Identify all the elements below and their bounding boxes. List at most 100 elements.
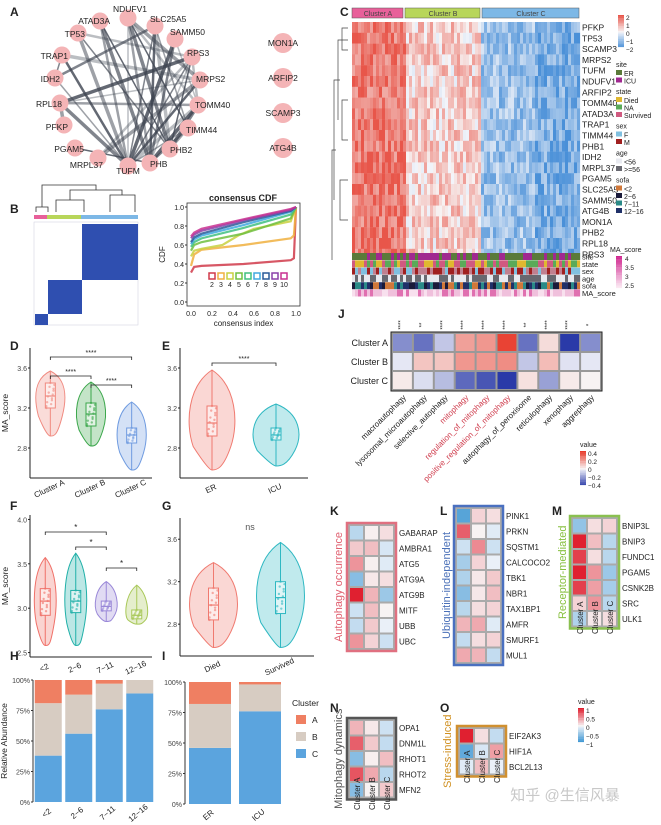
heatmap-cell — [472, 617, 485, 631]
heatmap-cell — [427, 162, 431, 174]
heatmap-cell — [484, 108, 488, 120]
heatmap-cell — [358, 119, 362, 131]
x-tick-label: 2−6 — [69, 805, 86, 821]
significance-bracket — [90, 384, 133, 388]
heatmap-cell — [385, 140, 389, 152]
data-point — [49, 402, 53, 406]
heatmap-cell — [511, 216, 515, 228]
heatmap-cell — [559, 194, 563, 206]
annotation-cell — [535, 253, 539, 260]
heatmap-cell — [478, 173, 482, 185]
heatmap-cell — [499, 32, 503, 44]
heatmap-cell — [385, 97, 389, 109]
heatmap-cell — [511, 54, 515, 66]
heatmap-cell — [355, 86, 359, 98]
annotation-cell — [397, 267, 401, 275]
heatmap-cell — [469, 205, 473, 217]
cdf-line-6 — [190, 206, 297, 248]
heatmap-cell — [550, 173, 554, 185]
heatmap-cell — [445, 43, 449, 55]
heatmap-cell — [472, 43, 476, 55]
annotation-cell — [442, 282, 446, 290]
heatmap-cell — [484, 32, 488, 44]
row-label: PGAM5 — [582, 174, 612, 184]
heatmap-cell — [394, 194, 398, 206]
annotation-cell — [442, 267, 446, 275]
annotation-cell — [472, 267, 476, 275]
heatmap-cell — [517, 76, 521, 87]
heatmap-cell — [388, 151, 392, 163]
heatmap-cell — [565, 173, 569, 185]
heatmap-cell — [553, 238, 557, 249]
heatmap-cell — [529, 54, 533, 66]
data-point — [87, 414, 90, 417]
data-point — [273, 431, 276, 434]
cluster-bar-c — [81, 215, 138, 219]
heatmap-cell — [577, 184, 581, 195]
heatmap-cell — [391, 43, 395, 55]
heatmap-cell — [427, 140, 431, 152]
heatmap-cell — [514, 173, 518, 185]
heatmap-cell — [535, 108, 539, 120]
heatmap-cell — [532, 184, 536, 195]
heatmap-cell — [460, 194, 464, 206]
heatmap-cell — [397, 151, 401, 163]
heatmap-cell — [397, 173, 401, 185]
heatmap-cell — [574, 54, 578, 66]
heatmap-cell — [541, 194, 545, 206]
annotation-cell — [466, 274, 470, 282]
heatmap-cell — [588, 581, 601, 595]
heatmap-cell — [478, 119, 482, 131]
heatmap-cell — [391, 32, 395, 44]
heatmap-cell — [433, 227, 437, 239]
heatmap-cell — [499, 194, 503, 206]
legend-bar — [578, 736, 584, 739]
data-point — [133, 613, 136, 616]
heatmap-cell — [574, 76, 578, 87]
annotation-cell — [514, 289, 518, 297]
heatmap-cell — [382, 216, 386, 228]
heatmap-cell — [370, 162, 374, 174]
annotation-cell — [487, 274, 491, 282]
network-node — [66, 139, 84, 157]
annotation-cell — [520, 260, 524, 268]
legend-bar — [578, 714, 584, 717]
heatmap-cell — [412, 227, 416, 239]
heatmap-cell — [385, 119, 389, 131]
annotation-cell — [478, 274, 482, 282]
heatmap-cell — [388, 184, 392, 195]
heatmap-cell — [418, 22, 422, 33]
heatmap-cell — [463, 205, 467, 217]
legend-bar — [580, 483, 586, 486]
heatmap-cell — [448, 173, 452, 185]
data-point — [104, 601, 107, 604]
annotation-cell — [568, 253, 572, 260]
significance-label: **** — [545, 320, 551, 330]
heatmap-cell — [442, 54, 446, 66]
heatmap-cell — [514, 238, 518, 249]
heatmap-cell — [487, 119, 491, 131]
x-tick-label: 0.8 — [270, 311, 280, 318]
data-point — [49, 381, 52, 385]
data-point — [76, 599, 80, 602]
heatmap-cell — [350, 588, 363, 602]
annotation-cell — [481, 289, 485, 297]
heatmap-cell — [505, 184, 509, 195]
heatmap-cell — [487, 540, 500, 554]
heatmap-cell — [400, 97, 404, 109]
heatmap-cell — [421, 97, 425, 109]
heatmap-cell — [571, 184, 575, 195]
network-edge — [127, 56, 193, 167]
legend-label: 2 — [210, 282, 214, 289]
heatmap-cell — [469, 119, 473, 131]
heatmap-cell — [460, 729, 473, 743]
heatmap-cell — [493, 194, 497, 206]
heatmap-cell — [379, 151, 383, 163]
heatmap-cell — [505, 151, 509, 163]
heatmap-cell — [385, 227, 389, 239]
heatmap-cell — [466, 119, 470, 131]
heatmap-cell — [439, 162, 443, 174]
heatmap-cell — [487, 555, 500, 569]
heatmap-cell — [448, 43, 452, 55]
bar-segment-a — [95, 680, 123, 684]
